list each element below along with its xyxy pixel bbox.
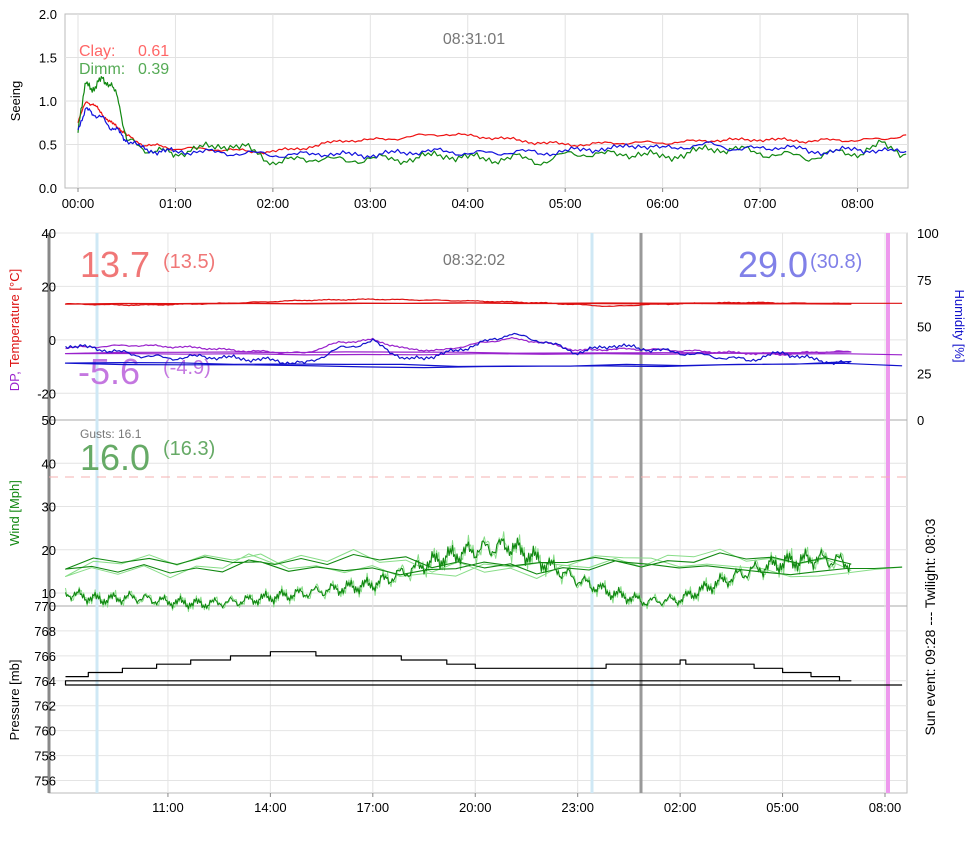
- humidity-y-ticks: 25 50 75 100 0: [917, 226, 939, 428]
- humidity-y-label: Humidity [%]: [952, 290, 967, 363]
- legend-dimm-label: Dimm:: [79, 61, 125, 78]
- wind-series: [64, 531, 903, 613]
- temp-y-tick: 20: [42, 279, 56, 294]
- legend-clay-value: 0.61: [138, 43, 169, 60]
- seeing-panel: 0.0 0.5 1.0 1.5 2.0 00:00 01:00 02:00 03:00 04:0…: [8, 7, 909, 211]
- pressure-y-tick: 760: [34, 724, 56, 739]
- humidity-y-tick: 0: [917, 413, 924, 428]
- seeing-x-tick: 04:00: [451, 196, 484, 211]
- wind-current-value: 16.0: [80, 437, 150, 478]
- wind-y-tick: 50: [42, 413, 56, 428]
- lower-x-tick: 08:00: [869, 800, 902, 815]
- seeing-timestamp: 08:31:01: [443, 31, 505, 48]
- seeing-x-tick: 00:00: [62, 196, 95, 211]
- legend-clay-label: Clay:: [79, 43, 115, 60]
- humidity-average-value: (30.8): [810, 251, 862, 273]
- dewpoint-current-value: -5.6: [78, 351, 140, 392]
- pressure-y-label: Pressure [mb]: [7, 660, 22, 741]
- pressure-y-tick: 758: [34, 749, 56, 764]
- seeing-x-tick: 03:00: [354, 196, 387, 211]
- pressure-y-tick: 766: [34, 649, 56, 664]
- legend-dimm-value: 0.39: [138, 61, 169, 78]
- wind-y-label: Wind [Mph]: [7, 480, 22, 546]
- wind-y-tick: 30: [42, 500, 56, 515]
- seeing-x-tick: 05:00: [549, 196, 582, 211]
- seeing-y-label: Seeing: [8, 81, 23, 121]
- seeing-x-tick: 08:00: [841, 196, 874, 211]
- wind-speed-line: [64, 537, 903, 610]
- lower-x-tick: 23:00: [561, 800, 594, 815]
- humidity-current-value: 29.0: [738, 244, 808, 285]
- temp-y-tick: 40: [42, 226, 56, 241]
- seeing-third-line: [77, 107, 907, 160]
- seeing-gridlines: [65, 14, 908, 188]
- wind-y-tick: 20: [42, 543, 56, 558]
- humidity-y-tick: 25: [917, 366, 931, 381]
- pressure-y-tick: 762: [34, 699, 56, 714]
- temp-current-value: 13.7: [80, 244, 150, 285]
- lower-gridlines: [49, 232, 907, 793]
- pressure-y-tick: 764: [34, 674, 56, 689]
- lower-x-tick: 02:00: [664, 800, 697, 815]
- lower-x-ticks: 11:00 14:00 17:00 20:00 23:00 02:00 05:00 08:00: [152, 793, 901, 815]
- seeing-x-tick: 02:00: [257, 196, 290, 211]
- pressure-y-tick: 770: [34, 599, 56, 614]
- humidity-y-tick: 100: [917, 226, 939, 241]
- seeing-y-tick: 0.5: [39, 138, 57, 153]
- lower-plot-area: [48, 232, 908, 794]
- seeing-y-tick: 0.0: [39, 181, 57, 196]
- sun-event-label: Sun event: 09:28 --- Twilight: 08:03: [922, 518, 938, 735]
- dewpoint-line: [64, 337, 903, 357]
- seeing-y-tick: 2.0: [39, 7, 57, 22]
- pressure-y-tick: 756: [34, 774, 56, 789]
- temp-average-value: (13.5): [163, 251, 215, 273]
- seeing-y-tick: 1.5: [39, 51, 57, 66]
- pressure-y-ticks: 756 758 760 762 764 766 768 770: [34, 599, 56, 789]
- humidity-y-tick: 75: [917, 273, 931, 288]
- humidity-line: [64, 332, 903, 369]
- humidity-y-tick: 50: [917, 320, 931, 335]
- temp-timestamp: 08:32:02: [443, 252, 505, 269]
- lower-x-tick: 17:00: [357, 800, 390, 815]
- temperature-line: [64, 298, 903, 307]
- temp-y-tick: 0: [49, 333, 56, 348]
- seeing-y-ticks: 0.0 0.5 1.0 1.5 2.0: [39, 7, 57, 196]
- lower-x-tick: 05:00: [766, 800, 799, 815]
- dewpoint-average-value: (-4.9): [163, 357, 211, 379]
- seeing-x-ticks: 00:00 01:00 02:00 03:00 04:00 05:00 06:00 07:00…: [62, 188, 874, 211]
- wind-average-value: (16.3): [163, 438, 215, 460]
- temp-series: [64, 298, 903, 369]
- lower-x-tick: 11:00: [152, 800, 184, 815]
- pressure-series: [64, 651, 903, 686]
- temp-y-ticks: -20 0 20 40: [37, 226, 56, 401]
- temp-y-label: DP,Temperature [°C]: [7, 269, 22, 391]
- wind-y-tick: 10: [42, 586, 56, 601]
- pressure-y-tick: 768: [34, 624, 56, 639]
- pressure-line: [64, 651, 903, 686]
- seeing-series: [77, 75, 907, 166]
- temp-y-tick: -20: [37, 386, 56, 401]
- wind-y-tick: 40: [42, 456, 56, 471]
- gusts-value: Gusts: 16.1: [80, 427, 142, 441]
- wind-y-ticks: 10 20 30 40 50: [42, 413, 56, 601]
- lower-x-tick: 14:00: [254, 800, 287, 815]
- lower-x-tick: 20:00: [459, 800, 492, 815]
- seeing-x-tick: 01:00: [159, 196, 192, 211]
- seeing-x-tick: 06:00: [646, 196, 679, 211]
- seeing-y-tick: 1.0: [39, 94, 57, 109]
- seeing-x-tick: 07:00: [744, 196, 777, 211]
